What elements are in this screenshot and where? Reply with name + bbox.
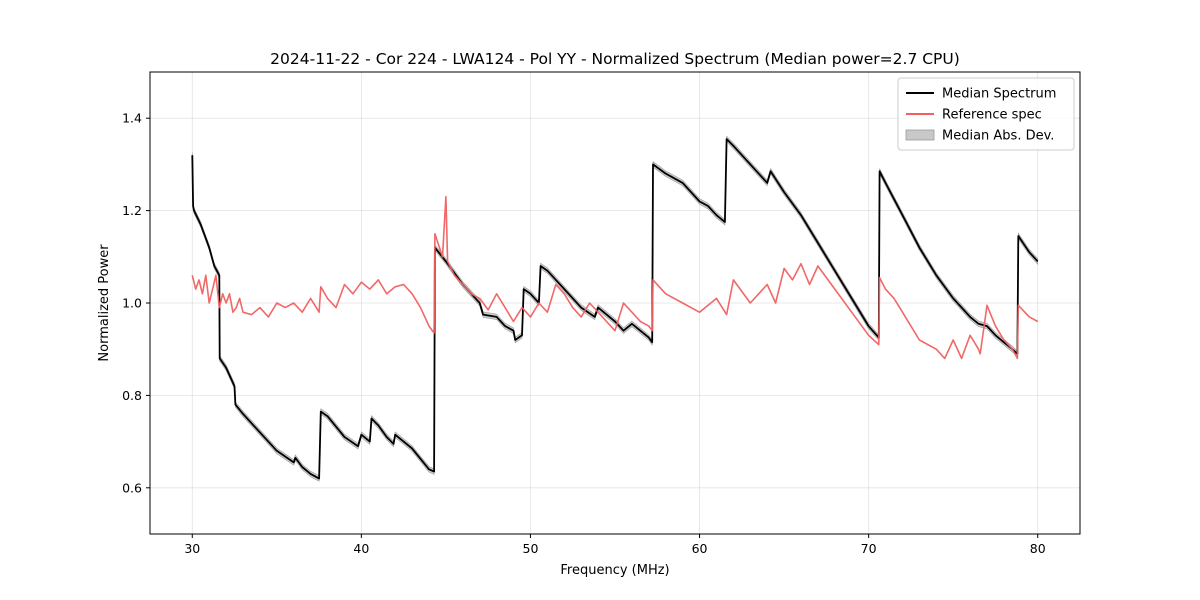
x-tick-label: 70 [861, 541, 877, 556]
y-tick-label: 1.2 [122, 203, 142, 218]
legend-median-abs-dev-swatch [905, 129, 935, 141]
legend-reference-spec-label: Reference spec [942, 108, 1042, 123]
x-tick-label: 60 [692, 541, 708, 556]
y-axis-label: Normalized Power [97, 244, 112, 362]
x-axis-label: Frequency (MHz) [560, 563, 669, 578]
mad-band [192, 135, 1038, 482]
reference-spectrum-line [191, 195, 1039, 360]
legend-box [897, 77, 1075, 151]
legend-median-spectrum-label: Median Spectrum [942, 87, 1056, 102]
legend-median-abs-dev-label: Median Abs. Dev. [942, 129, 1054, 144]
median-spectrum-line [191, 138, 1039, 480]
x-tick-label: 80 [1030, 541, 1046, 556]
x-tick-label: 50 [523, 541, 539, 556]
y-tick-label: 1.0 [122, 296, 142, 311]
axis-ticks: 30 40 50 60 70 80 0.6 0.8 1.0 1.2 1.4 [122, 111, 1046, 556]
x-tick-label: 30 [184, 541, 200, 556]
y-tick-label: 1.4 [122, 111, 142, 126]
mad-band-layer [192, 135, 1038, 482]
series-layer [191, 138, 1039, 480]
legend: Median Spectrum Reference spec Median Abs.… [897, 77, 1075, 151]
x-tick-label: 40 [353, 541, 369, 556]
y-tick-label: 0.8 [122, 388, 142, 403]
chart-title: 2024-11-22 - Cor 224 - LWA124 - Pol YY -… [270, 50, 960, 68]
y-tick-label: 0.6 [122, 480, 142, 495]
